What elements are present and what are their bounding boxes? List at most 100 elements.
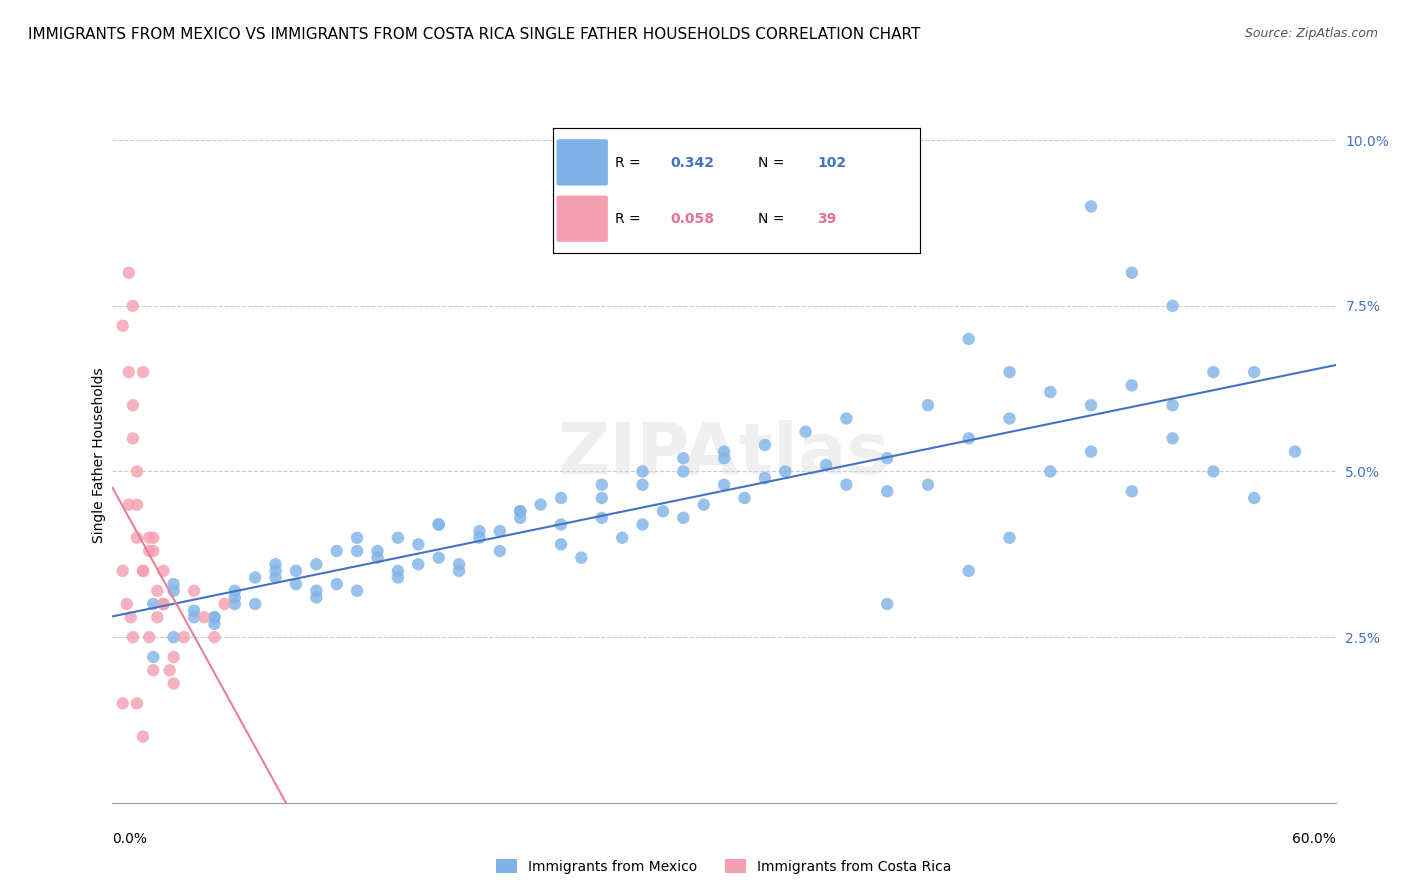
Point: [917, 398, 939, 412]
Point: [245, 570, 267, 584]
Point: [1121, 266, 1143, 280]
Point: [529, 498, 551, 512]
Point: [264, 558, 287, 572]
Point: [326, 544, 349, 558]
Point: [118, 365, 141, 379]
Point: [326, 577, 349, 591]
Point: [1202, 365, 1225, 379]
Point: [713, 451, 735, 466]
Point: [152, 597, 174, 611]
Point: [631, 517, 654, 532]
Point: [204, 610, 226, 624]
Point: [713, 477, 735, 491]
Point: [146, 583, 169, 598]
Point: [427, 517, 450, 532]
Point: [550, 537, 572, 551]
Point: [387, 564, 409, 578]
Point: [917, 477, 939, 491]
Point: [591, 477, 613, 491]
Point: [713, 444, 735, 458]
Point: [163, 630, 186, 644]
Point: [957, 564, 980, 578]
Point: [427, 550, 450, 565]
Point: [489, 524, 512, 538]
Point: [132, 564, 155, 578]
Point: [1080, 398, 1102, 412]
Point: [204, 616, 226, 631]
Point: [125, 465, 148, 479]
Point: [1039, 465, 1062, 479]
Point: [509, 504, 531, 518]
Point: [366, 550, 388, 565]
Point: [245, 597, 267, 611]
Point: [1284, 444, 1306, 458]
Point: [115, 597, 138, 611]
Point: [120, 610, 142, 624]
Point: [163, 583, 186, 598]
Point: [408, 537, 430, 551]
Point: [957, 332, 980, 346]
Point: [408, 558, 430, 572]
Point: [1161, 431, 1184, 445]
Point: [447, 558, 470, 572]
Y-axis label: Single Father Households: Single Father Households: [91, 368, 105, 542]
Point: [468, 524, 491, 538]
Point: [152, 564, 174, 578]
Point: [1080, 444, 1102, 458]
Point: [1161, 398, 1184, 412]
Text: ZIPAtlas: ZIPAtlas: [558, 420, 890, 490]
Point: [183, 583, 205, 598]
Point: [142, 650, 165, 665]
Point: [1202, 465, 1225, 479]
Point: [998, 411, 1021, 425]
Point: [284, 564, 308, 578]
Point: [366, 544, 388, 558]
Point: [447, 564, 470, 578]
Point: [224, 591, 246, 605]
Point: [264, 564, 287, 578]
Point: [122, 630, 145, 644]
Point: [876, 451, 898, 466]
Point: [998, 531, 1021, 545]
Point: [591, 491, 613, 505]
Point: [346, 583, 368, 598]
Point: [835, 477, 858, 491]
Point: [1039, 384, 1062, 399]
Point: [754, 471, 776, 485]
Point: [550, 517, 572, 532]
Point: [672, 451, 695, 466]
Point: [111, 697, 134, 711]
Point: [835, 411, 858, 425]
Point: [468, 531, 491, 545]
Point: [173, 630, 195, 644]
Point: [111, 564, 134, 578]
Point: [1161, 299, 1184, 313]
Point: [122, 398, 145, 412]
Point: [815, 458, 838, 472]
Text: IMMIGRANTS FROM MEXICO VS IMMIGRANTS FROM COSTA RICA SINGLE FATHER HOUSEHOLDS CO: IMMIGRANTS FROM MEXICO VS IMMIGRANTS FRO…: [28, 27, 921, 42]
Point: [138, 630, 160, 644]
Point: [142, 663, 165, 677]
Point: [125, 498, 148, 512]
Point: [111, 318, 134, 333]
Legend: Immigrants from Mexico, Immigrants from Costa Rica: Immigrants from Mexico, Immigrants from …: [491, 854, 957, 880]
Point: [204, 630, 226, 644]
Text: Source: ZipAtlas.com: Source: ZipAtlas.com: [1244, 27, 1378, 40]
Point: [1121, 484, 1143, 499]
Text: 60.0%: 60.0%: [1292, 832, 1336, 846]
Point: [224, 597, 246, 611]
Point: [550, 491, 572, 505]
Point: [509, 504, 531, 518]
Point: [509, 511, 531, 525]
Point: [387, 570, 409, 584]
Point: [957, 431, 980, 445]
Point: [125, 531, 148, 545]
Text: 0.0%: 0.0%: [112, 832, 148, 846]
Point: [183, 604, 205, 618]
Point: [734, 491, 756, 505]
Point: [122, 299, 145, 313]
Point: [876, 597, 898, 611]
Point: [138, 544, 160, 558]
Point: [998, 365, 1021, 379]
Point: [794, 425, 817, 439]
